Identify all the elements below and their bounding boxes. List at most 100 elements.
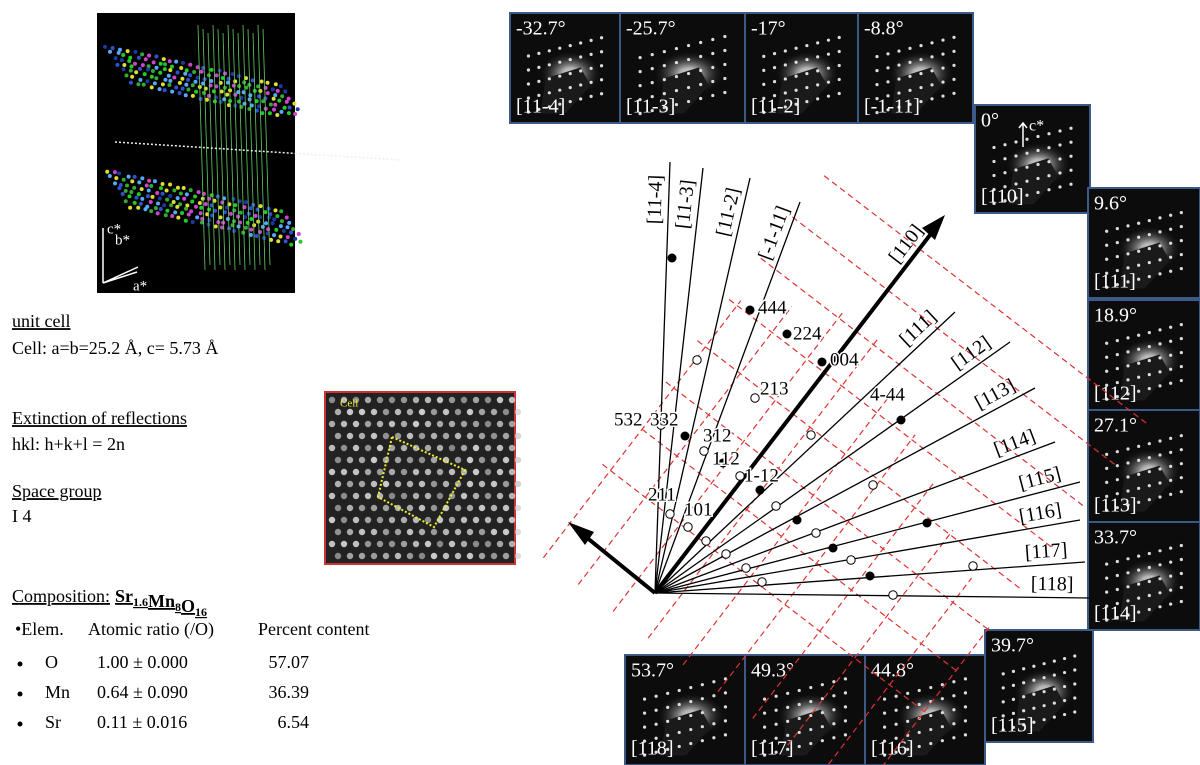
reflection-spot — [1148, 219, 1151, 222]
atom-column — [455, 457, 461, 463]
reflection-spot — [655, 709, 658, 712]
atom-column — [407, 409, 413, 415]
reflection-spot — [651, 81, 654, 84]
reflection-spot — [1180, 490, 1183, 493]
atom-column — [455, 505, 461, 511]
reflection-spot — [1148, 608, 1151, 611]
atom-column — [395, 409, 401, 415]
atom — [236, 215, 240, 219]
atom — [258, 89, 262, 93]
atom — [178, 81, 182, 85]
zone-axis-line — [655, 342, 1010, 593]
reflection-spot — [1180, 434, 1183, 437]
table-cell: 57.07 — [269, 652, 310, 672]
atom-column — [473, 397, 479, 403]
reflection-spot — [918, 689, 921, 692]
atom — [114, 176, 118, 180]
reflection-spot — [1169, 547, 1172, 550]
reflection-spot — [1148, 331, 1151, 334]
reflection-spot — [663, 50, 666, 53]
atom — [207, 207, 211, 211]
filled-spot — [756, 486, 765, 495]
reflection-spot — [1105, 370, 1108, 373]
reflection-spot — [952, 722, 955, 725]
atom-column — [329, 469, 335, 475]
reflection-spot — [643, 726, 646, 729]
reflection-spot — [1126, 461, 1129, 464]
reflection-spot — [952, 736, 955, 739]
reflection-spot — [1116, 227, 1119, 230]
atom-column — [341, 421, 347, 427]
reflection-spot — [1180, 572, 1183, 575]
reflection-spot — [639, 56, 642, 59]
reflection-spot — [1169, 493, 1172, 496]
atom — [149, 200, 153, 204]
atom — [121, 192, 125, 196]
reflection-spot — [1116, 255, 1119, 258]
atom-column — [491, 457, 497, 463]
atom-column — [449, 397, 455, 403]
reflection-spot — [655, 723, 658, 726]
reflection-spot — [678, 731, 681, 734]
atom-column — [407, 481, 413, 487]
atom-column — [371, 409, 377, 415]
reflection-spot — [1105, 230, 1108, 233]
atom-column — [425, 517, 431, 523]
atom — [285, 225, 289, 229]
reflection-spot — [908, 75, 911, 78]
atom-column — [491, 553, 497, 559]
reflection-spot — [1025, 166, 1028, 169]
table-header: Percent content — [258, 619, 369, 639]
reflection-spot — [952, 64, 955, 67]
atom — [289, 231, 293, 235]
atom-column — [383, 529, 389, 535]
atom — [149, 209, 153, 213]
reflection-spot — [1058, 129, 1061, 132]
reflection-spot — [773, 80, 776, 83]
reflection-spot — [897, 49, 900, 52]
reflection-spot — [838, 64, 841, 67]
atom — [285, 215, 289, 219]
atom-column — [419, 529, 425, 535]
atom — [172, 188, 176, 192]
atom — [249, 217, 253, 221]
reflection-spot — [724, 733, 727, 736]
atom-column — [365, 397, 371, 403]
reflection-spot — [1105, 577, 1108, 580]
reflection-spot — [1043, 704, 1046, 707]
atom-column — [383, 553, 389, 559]
reflection-spot — [1158, 577, 1161, 580]
reflection-spot — [579, 97, 582, 100]
reflection-spot — [1180, 600, 1183, 603]
reflection-spot — [1036, 177, 1039, 180]
atom-column — [515, 481, 521, 487]
atom — [232, 84, 236, 88]
reflection-spot — [548, 77, 551, 80]
reflection-spot — [941, 66, 944, 69]
reflection-spot — [701, 725, 704, 728]
atom — [147, 54, 151, 58]
reflection-spot — [809, 714, 812, 717]
atom — [191, 220, 195, 224]
atom — [159, 186, 163, 190]
pattern-zone: [112] — [1094, 383, 1137, 405]
reflection-spot — [666, 720, 669, 723]
reflection-spot — [1158, 563, 1161, 566]
reflection-spot — [883, 698, 886, 701]
atom — [158, 196, 162, 200]
section-heading: Extinction of reflections — [12, 408, 187, 428]
reflection-spot — [537, 80, 540, 83]
atom-column — [371, 433, 377, 439]
atom — [210, 68, 214, 72]
atom — [168, 79, 172, 83]
reflection-spot — [775, 695, 778, 698]
atom-column — [485, 421, 491, 427]
atom — [127, 59, 131, 63]
reflection-spot — [1148, 484, 1151, 487]
reflection-spot — [1169, 214, 1172, 217]
reflection-spot — [883, 712, 886, 715]
atom — [274, 82, 278, 86]
reflection-spot — [1069, 155, 1072, 158]
atom-column — [335, 457, 341, 463]
atom — [176, 216, 180, 220]
